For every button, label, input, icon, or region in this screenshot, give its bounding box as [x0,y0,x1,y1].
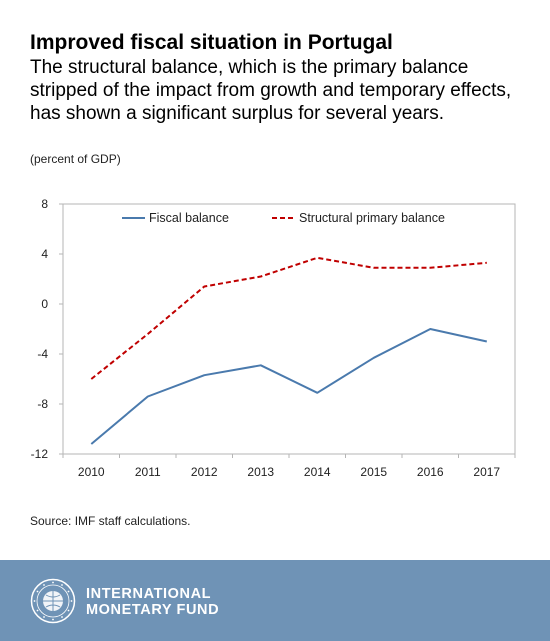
y-tick-label: -12 [31,447,49,461]
y-tick-label: -8 [37,397,48,411]
x-tick-label: 2014 [304,465,331,479]
x-tick-label: 2017 [473,465,500,479]
source-note: Source: IMF staff calculations. [30,514,191,528]
chart-title: Improved fiscal situation in Portugal [30,31,393,54]
chart-subtitle: The structural balance, which is the pri… [30,57,512,124]
org-name-line1: INTERNATIONAL [86,586,212,602]
x-tick-label: 2012 [191,465,218,479]
x-tick-label: 2010 [78,465,105,479]
y-tick-label: -4 [37,347,48,361]
x-tick-label: 2011 [135,465,161,479]
y-tick-label: 0 [41,297,48,311]
x-tick-label: 2013 [247,465,274,479]
org-name-line2: MONETARY FUND [86,602,220,618]
line-chart: 8 4 0 -4 -8 -12 2010 2011 2012 2013 2014 2015 2016 20… [31,197,516,479]
unit-label: (percent of GDP) [30,152,121,166]
legend-label-1: Fiscal balance [149,211,229,225]
footer-bar [0,560,550,641]
series-line-2 [90,256,487,380]
x-tick-label: 2016 [417,465,444,479]
y-tick-label: 8 [41,197,48,211]
org-name: INTERNATIONAL MONETARY FUND [86,586,219,618]
imf-seal-icon [30,578,76,624]
plot-area [62,203,516,455]
legend-label-2: Structural primary balance [299,211,445,225]
series-line-1 [90,328,488,445]
x-tick-label: 2015 [360,465,387,479]
y-tick-label: 4 [41,247,48,261]
